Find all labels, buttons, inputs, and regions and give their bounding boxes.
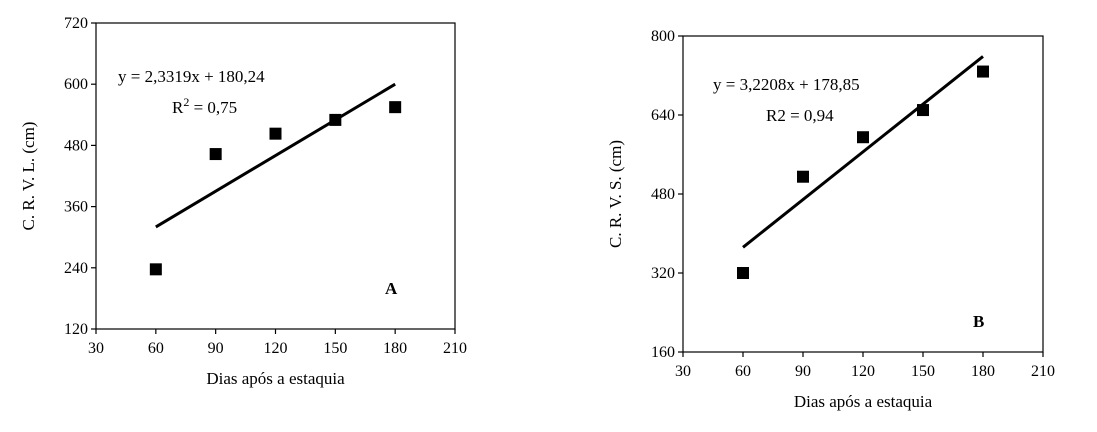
y-tick-label: 720 [64,15,88,32]
y-tick-label: 480 [64,137,88,154]
y-tick-label: 120 [64,321,88,338]
y-axis-label: C. R. V. L. (cm) [19,122,38,231]
x-axis-label: Dias após a estaquia [206,369,345,388]
r-squared-value: = 0,94 [786,106,834,125]
y-tick-label: 640 [651,107,675,124]
chart-panel-b: 160 320 480 640 800 30 60 90 120 150 180 210 Dias ap… [606,28,1055,411]
data-point-5 [977,65,989,78]
r-squared-label: R2 = 0,94 [766,106,834,125]
data-point-1 [149,263,162,276]
r-squared-superscript: 2 [183,95,189,109]
x-tick-label: 60 [735,363,751,380]
x-tick-label: 90 [795,363,811,380]
regression-equation: y = 2,3319x + 180,24 [118,67,265,86]
x-tick-label: 120 [851,363,875,380]
x-axis-label: Dias após a estaquia [794,392,933,411]
y-tick-label: 360 [64,199,88,216]
r-squared-value: = 0,75 [189,98,237,117]
regression-equation: y = 3,2208x + 178,85 [713,75,860,94]
y-tick-label: 320 [651,265,675,282]
x-tick-label: 30 [88,340,104,357]
data-point-2 [209,148,222,161]
r-squared-label: R2 = 0,75 [172,95,237,117]
data-point-1 [737,267,749,279]
trendline [155,82,396,229]
x-tick-label: 120 [264,340,288,357]
y-tick-label: 480 [651,186,675,203]
x-tick-label: 210 [1031,363,1055,380]
x-tick-label: 180 [383,340,407,357]
chart-panel-a: 120 240 360 480 600 720 30 60 90 120 150 180 210 Dias… [19,15,467,388]
y-tick-label: 160 [651,344,675,361]
panel-label: A [385,279,398,298]
y-tick-label: 240 [64,260,88,277]
x-tick-label: 180 [971,363,995,380]
y-tick-label: 800 [651,28,675,45]
data-point-3 [269,127,282,140]
x-tick-label: 30 [675,363,691,380]
x-tick-label: 150 [911,363,935,380]
x-tick-label: 90 [208,340,224,357]
panel-label: B [973,312,984,331]
r-squared-symbol: R2 [766,106,786,125]
data-point-4 [917,104,929,117]
data-point-4 [329,113,342,126]
r-squared-symbol: R [172,98,184,117]
x-tick-label: 210 [443,340,467,357]
y-axis-label: C. R. V. S. (cm) [606,140,625,248]
data-point-2 [797,170,809,183]
data-point-5 [389,101,402,114]
data-point-3 [857,131,869,144]
y-tick-label: 600 [64,76,88,93]
x-tick-label: 60 [148,340,164,357]
x-tick-label: 150 [323,340,347,357]
trendline [742,55,984,249]
